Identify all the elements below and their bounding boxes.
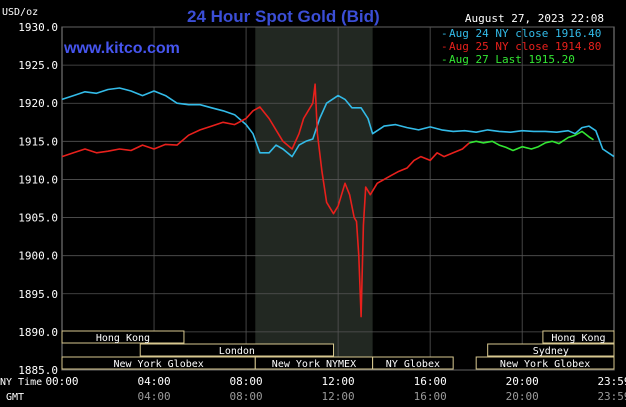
x-axis-label-gmt: GMT (6, 392, 24, 403)
timestamp: August 27, 2023 22:08 (465, 12, 604, 25)
price-series-line (469, 130, 594, 152)
y-tick-label: 1885.0 (18, 364, 58, 377)
x-tick-label-ny: 08:00 (230, 375, 263, 388)
price-series-line (61, 83, 470, 318)
brand-link[interactable]: www.kitco.com (63, 40, 180, 57)
market-session-bar (475, 356, 615, 370)
market-session-bar (139, 343, 335, 357)
price-series-line (61, 87, 615, 158)
legend-marker-aug27: - (441, 53, 448, 66)
market-session-bar (61, 330, 185, 344)
x-tick-label-ny: 12:00 (322, 375, 355, 388)
market-session-label: Hong Kong (551, 333, 605, 344)
market-session-label: London (219, 346, 255, 357)
market-session-bar (487, 343, 615, 357)
y-tick-label: 1890.0 (18, 326, 58, 339)
x-tick-label-gmt: 23:59 (597, 390, 626, 403)
x-tick-label-gmt: 16:00 (414, 390, 447, 403)
legend: - Aug 24 NY close 1916.40 - Aug 25 NY cl… (441, 27, 601, 66)
legend-label-aug24: Aug 24 NY close 1916.40 (449, 27, 601, 40)
unit-label: USD/oz (2, 7, 38, 18)
chart-title: 24 Hour Spot Gold (Bid) (187, 7, 380, 26)
y-tick-label: 1905.0 (18, 212, 58, 225)
y-tick-label: 1915.0 (18, 135, 58, 148)
x-tick-label-gmt: 12:00 (322, 390, 355, 403)
market-session-label: New York NYMEX (272, 359, 356, 370)
market-session-label: NY Globex (386, 359, 440, 370)
market-session-label: Sydney (533, 346, 569, 357)
x-tick-label-ny: 16:00 (414, 375, 447, 388)
legend-label-aug27: Aug 27 Last 1915.20 (449, 53, 575, 66)
market-session-bar (542, 330, 615, 344)
y-tick-label: 1920.0 (18, 97, 58, 110)
x-tick-label-ny: 04:00 (137, 375, 170, 388)
legend-marker-aug24: - (441, 27, 448, 40)
y-tick-label: 1895.0 (18, 288, 58, 301)
x-tick-label-ny: 20:00 (506, 375, 539, 388)
market-session-label: New York Globex (113, 359, 203, 370)
legend-marker-aug25: - (441, 40, 448, 53)
x-tick-label-ny: 23:59 (597, 375, 626, 388)
market-session-label: New York Globex (500, 359, 590, 370)
legend-label-aug25: Aug 25 NY close 1914.80 (449, 40, 601, 53)
trading-session-shade (255, 27, 373, 370)
x-tick-label-gmt: 08:00 (230, 390, 263, 403)
market-session-label: Hong Kong (96, 333, 150, 344)
x-tick-label-ny: 00:00 (45, 375, 78, 388)
x-axis-label-ny: NY Time (0, 377, 42, 388)
y-tick-label: 1910.0 (18, 173, 58, 186)
x-tick-label-gmt: 04:00 (137, 390, 170, 403)
y-tick-label: 1930.0 (18, 21, 58, 34)
y-tick-label: 1925.0 (18, 59, 58, 72)
x-tick-label-gmt: 20:00 (506, 390, 539, 403)
market-session-bar (372, 356, 454, 370)
y-tick-label: 1900.0 (18, 250, 58, 263)
